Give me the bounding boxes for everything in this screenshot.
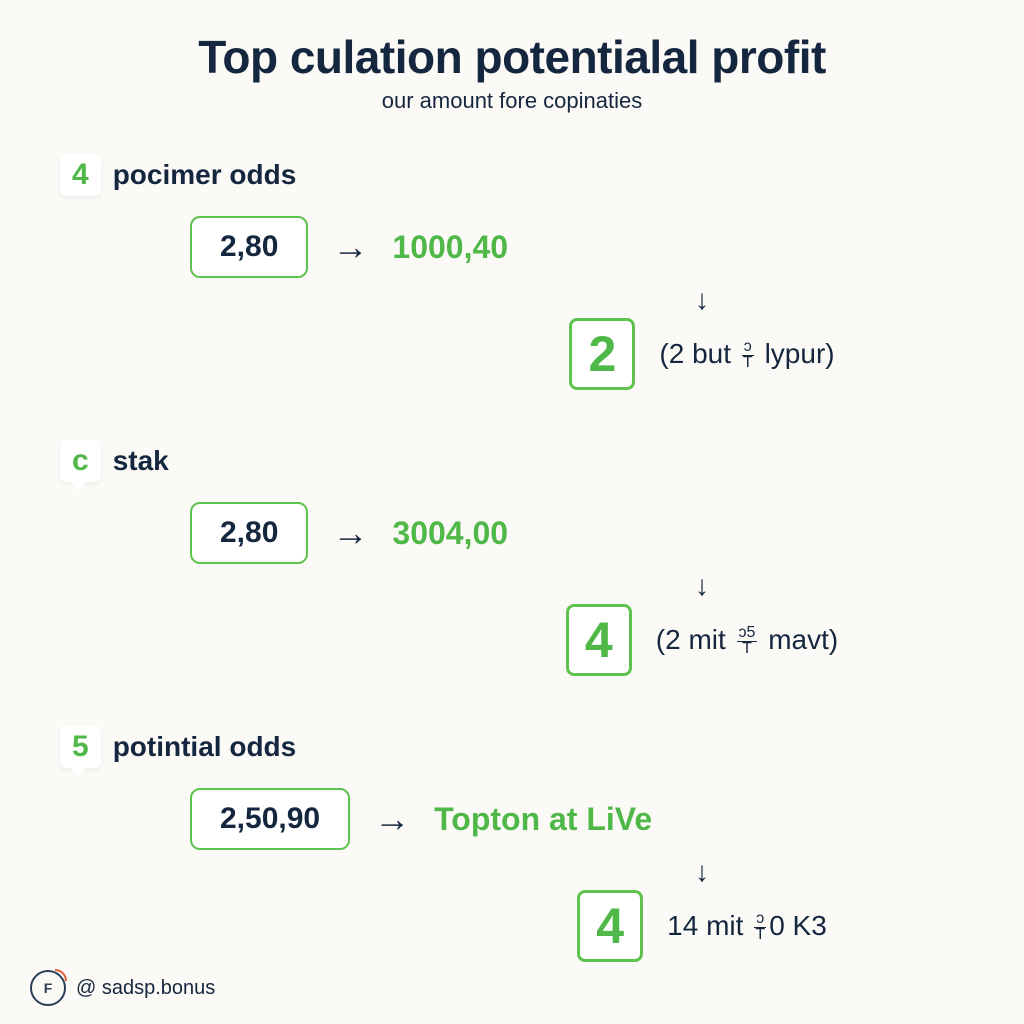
arrow-down-icon: ↓ (695, 572, 709, 600)
result-value: 1000,40 (392, 229, 508, 266)
section-pocimer-odds: 4 pocimer odds 2,80 → 1000,40 ↓ 2 (2 but… (50, 154, 974, 390)
section-label: stak (113, 445, 169, 477)
result-value: Topton at LiVe (434, 801, 652, 838)
logo-inner-icon: F (44, 980, 53, 996)
down-row: 4 (2 mit ᴐ5T mavt) (566, 604, 838, 676)
odds-input-box: 2,80 (190, 216, 308, 278)
result-number-box: 4 (566, 604, 632, 676)
section-badge: c (60, 440, 101, 482)
section-header: 4 pocimer odds (60, 154, 974, 196)
annotation-suffix: 0 K3 (769, 910, 827, 941)
arrow-right-icon: → (332, 512, 368, 554)
flow-row: 2,80 → 1000,40 (190, 216, 974, 278)
section-label: pocimer odds (113, 159, 297, 191)
down-flow: ↓ 2 (2 but ᴐT lypur) (430, 286, 974, 390)
section-badge: 4 (60, 154, 101, 196)
logo-arc-icon (55, 969, 67, 981)
footer: F @ sadsp.bonus (30, 970, 215, 1006)
header: Top culation potentialal profit our amou… (50, 30, 974, 114)
stake-input-box: 2,80 (190, 502, 308, 564)
down-row: 2 (2 but ᴐT lypur) (569, 318, 834, 390)
flow-row: 2,50,90 → Topton at LiVe (190, 788, 974, 850)
potential-odds-input-box: 2,50,90 (190, 788, 350, 850)
annotation-prefix: 14 mit (667, 910, 751, 941)
annotation-prefix: (2 mit (656, 624, 734, 655)
flow-row: 2,80 → 3004,00 (190, 502, 974, 564)
section-stak: c stak 2,80 → 3004,00 ↓ 4 (2 mit ᴐ5T mav… (50, 440, 974, 676)
arrow-right-icon: → (374, 798, 410, 840)
down-flow: ↓ 4 (2 mit ᴐ5T mavt) (430, 572, 974, 676)
page-title: Top culation potentialal profit (50, 30, 974, 84)
annotation-text: (2 mit ᴐ5T mavt) (656, 624, 838, 657)
section-potential-odds: 5 potintial odds 2,50,90 → Topton at LiV… (50, 726, 974, 962)
section-header: 5 potintial odds (60, 726, 974, 768)
annotation-text: (2 but ᴐT lypur) (659, 338, 834, 371)
result-number-box: 4 (577, 890, 643, 962)
fraction-icon: ᴐT (742, 340, 754, 370)
fraction-icon: ᴐT (754, 912, 766, 942)
page-subtitle: our amount fore copinaties (50, 88, 974, 114)
section-header: c stak (60, 440, 974, 482)
annotation-suffix: mavt) (760, 624, 838, 655)
arrow-down-icon: ↓ (695, 286, 709, 314)
annotation-suffix: lypur) (757, 338, 835, 369)
down-row: 4 14 mit ᴐT0 K3 (577, 890, 827, 962)
section-badge: 5 (60, 726, 101, 768)
arrow-right-icon: → (332, 226, 368, 268)
annotation-prefix: (2 but (659, 338, 738, 369)
result-number-box: 2 (569, 318, 635, 390)
fraction-icon: ᴐ5T (737, 626, 758, 656)
down-flow: ↓ 4 14 mit ᴐT0 K3 (430, 858, 974, 962)
section-label: potintial odds (113, 731, 297, 763)
annotation-text: 14 mit ᴐT0 K3 (667, 910, 827, 943)
logo-icon: F (30, 970, 66, 1006)
footer-handle: @ sadsp.bonus (76, 977, 215, 1000)
arrow-down-icon: ↓ (695, 858, 709, 886)
result-value: 3004,00 (392, 515, 508, 552)
